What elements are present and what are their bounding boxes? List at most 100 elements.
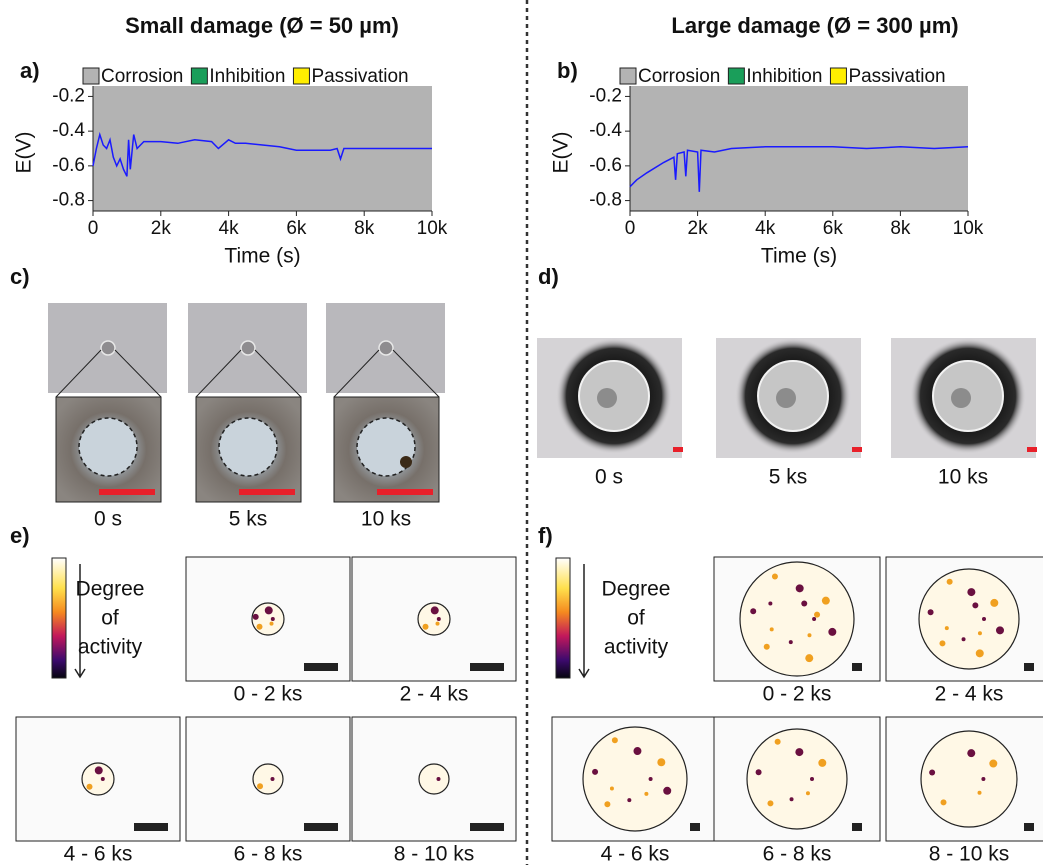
activity-spot bbox=[609, 786, 614, 791]
legend-label: Corrosion bbox=[638, 66, 720, 87]
activity-spot bbox=[430, 606, 439, 615]
zoom-lines bbox=[55, 349, 162, 398]
x-tick-label: 0 bbox=[88, 218, 99, 239]
activity-spot bbox=[422, 623, 429, 630]
map-label: 6 - 8 ks bbox=[234, 843, 303, 865]
activity-spot bbox=[805, 791, 810, 796]
activity-spot bbox=[769, 627, 774, 632]
scale-bar bbox=[690, 823, 700, 831]
map-label: 6 - 8 ks bbox=[763, 843, 832, 865]
legend-label: Corrosion bbox=[101, 66, 183, 87]
damage-outline bbox=[746, 728, 848, 830]
activity-spot bbox=[436, 617, 441, 621]
activity-spot bbox=[929, 769, 936, 776]
y-tick-label: -0.2 bbox=[589, 85, 622, 106]
x-axis-label: Time (s) bbox=[224, 245, 300, 268]
map-label: 0 - 2 ks bbox=[234, 683, 303, 706]
activity-spot bbox=[611, 737, 618, 744]
activity-spot bbox=[995, 626, 1004, 635]
colorbar-label: Degree bbox=[76, 578, 145, 601]
x-tick-label: 4k bbox=[755, 218, 776, 239]
activity-spot bbox=[269, 621, 274, 626]
y-tick-label: -0.6 bbox=[589, 155, 622, 176]
activity-spot bbox=[256, 623, 263, 630]
photo-label: 0 s bbox=[94, 508, 122, 531]
zoom-lines bbox=[195, 349, 302, 398]
activity-spot bbox=[750, 608, 757, 615]
legend-swatch bbox=[619, 67, 637, 85]
activity-spot bbox=[807, 633, 812, 638]
colorbar bbox=[555, 557, 571, 679]
x-axis-label: Time (s) bbox=[761, 245, 837, 268]
colorbar-label: of bbox=[101, 607, 119, 630]
photo-label: 10 ks bbox=[938, 466, 988, 489]
scale-bar bbox=[134, 823, 168, 831]
x-tick-label: 6k bbox=[823, 218, 844, 239]
activity-spot bbox=[961, 637, 966, 642]
x-tick-label: 0 bbox=[625, 218, 636, 239]
y-tick-label: -0.8 bbox=[52, 190, 85, 211]
potential-line bbox=[629, 146, 969, 192]
damage-outline bbox=[739, 561, 855, 677]
activity-spot bbox=[814, 611, 821, 618]
damage-outline bbox=[918, 568, 1020, 670]
activity-spot bbox=[795, 748, 804, 757]
scale-bar bbox=[304, 663, 338, 671]
activity-spot bbox=[990, 598, 999, 607]
activity-arrow bbox=[578, 564, 590, 679]
damage-outline bbox=[582, 726, 688, 832]
legend-swatch bbox=[190, 67, 208, 85]
map-label: 2 - 4 ks bbox=[400, 683, 469, 706]
activity-spot bbox=[257, 783, 264, 790]
y-axis-label: E(V) bbox=[13, 132, 36, 174]
activity-spot bbox=[644, 791, 649, 796]
map-label: 4 - 6 ks bbox=[601, 843, 670, 865]
panel-label: c) bbox=[10, 264, 30, 289]
activity-spot bbox=[755, 769, 762, 776]
activity-spot bbox=[633, 747, 642, 756]
damage-spot bbox=[100, 340, 116, 356]
y-tick-label: -0.8 bbox=[589, 190, 622, 211]
activity-spot bbox=[818, 758, 827, 767]
scale-bar bbox=[1024, 823, 1034, 831]
damage-outline bbox=[78, 417, 138, 477]
legend-label: Inhibition bbox=[209, 66, 285, 87]
activity-spot bbox=[805, 654, 814, 663]
panel-label: d) bbox=[538, 264, 559, 289]
activity-spot bbox=[771, 573, 778, 580]
legend-label: Passivation bbox=[311, 66, 408, 87]
damage-center bbox=[776, 388, 796, 408]
zoom-lines bbox=[333, 349, 440, 398]
activity-spot bbox=[977, 631, 982, 636]
activity-spot bbox=[944, 626, 949, 631]
legend-swatch bbox=[829, 67, 847, 85]
y-tick-label: -0.4 bbox=[589, 120, 622, 141]
plot-background bbox=[630, 86, 968, 211]
activity-spot bbox=[627, 798, 632, 803]
y-axis-label: E(V) bbox=[550, 132, 573, 174]
photo-label: 5 ks bbox=[229, 508, 268, 531]
activity-spot bbox=[774, 738, 781, 745]
activity-spot bbox=[592, 768, 599, 775]
damage-outline bbox=[218, 417, 278, 477]
activity-spot bbox=[939, 640, 946, 647]
panel-label: f) bbox=[538, 523, 553, 548]
colorbar-label: activity bbox=[604, 636, 669, 659]
damage-center bbox=[951, 388, 971, 408]
activity-spot bbox=[270, 617, 275, 621]
activity-spot bbox=[828, 627, 837, 636]
activity-spot bbox=[264, 606, 273, 615]
legend-label: Inhibition bbox=[746, 66, 822, 87]
x-tick-label: 2k bbox=[151, 218, 172, 239]
scale-bar bbox=[1027, 447, 1037, 452]
map-label: 2 - 4 ks bbox=[935, 683, 1004, 706]
panel-label: e) bbox=[10, 523, 30, 548]
photo-label: 10 ks bbox=[361, 508, 411, 531]
activity-spot bbox=[789, 797, 794, 802]
activity-spot bbox=[989, 759, 998, 768]
activity-spot bbox=[86, 783, 93, 790]
activity-spot bbox=[768, 601, 773, 606]
scale-bar bbox=[852, 663, 862, 671]
y-tick-label: -0.2 bbox=[52, 85, 85, 106]
scale-bar bbox=[239, 489, 295, 495]
